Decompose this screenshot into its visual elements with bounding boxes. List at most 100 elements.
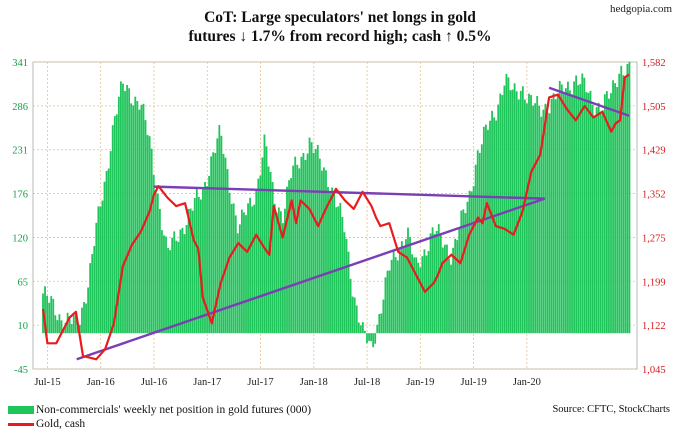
position-bar [583, 77, 586, 334]
position-bar [251, 206, 254, 334]
position-bar [44, 286, 46, 334]
position-bar [140, 104, 143, 334]
position-bar [288, 180, 290, 334]
position-bar [331, 187, 334, 334]
position-bar [64, 322, 67, 334]
position-bar [282, 223, 284, 334]
position-bar [113, 116, 116, 334]
y-left-tick-label: 286 [12, 102, 28, 113]
position-bar [507, 77, 510, 334]
trendline [76, 197, 546, 361]
position-bar [290, 178, 293, 334]
position-bar [589, 90, 592, 334]
position-bar [126, 84, 128, 334]
y-left-tick-label: 120 [12, 233, 28, 244]
y-left-tick-label: 10 [18, 321, 29, 332]
position-bar [347, 251, 350, 334]
position-bar [519, 90, 522, 334]
position-bar [564, 88, 567, 334]
position-bar [325, 170, 327, 334]
position-bar [425, 255, 428, 334]
position-bar [58, 314, 61, 334]
legend-swatch-gold [8, 422, 34, 426]
position-bar [489, 120, 491, 334]
y-left-tick-label: 176 [12, 190, 28, 201]
position-bar [587, 92, 590, 334]
position-bar [117, 96, 120, 334]
position-bar [134, 96, 137, 334]
position-bar [593, 115, 596, 334]
position-bar [103, 181, 106, 334]
position-bar [343, 232, 346, 334]
position-bar [191, 210, 194, 334]
position-bar [546, 112, 549, 334]
x-tick-label: Jul-16 [141, 377, 167, 388]
position-bar [95, 222, 98, 334]
position-bar [146, 135, 149, 334]
position-bar [376, 324, 379, 334]
position-bar [214, 152, 217, 334]
position-bar [249, 197, 252, 334]
position-bar [236, 233, 239, 334]
position-bar [85, 303, 87, 334]
position-bar [534, 103, 537, 334]
position-bar [257, 178, 260, 334]
position-bar [304, 159, 307, 334]
position-bar [450, 264, 452, 334]
position-bar [333, 193, 336, 334]
position-bar [171, 237, 174, 334]
y-right-tick-label: 1,275 [642, 233, 666, 244]
x-tick-label: Jul-17 [247, 377, 273, 388]
position-bar [353, 297, 356, 334]
position-bar [517, 99, 520, 334]
position-bar [238, 224, 241, 334]
position-bar [204, 181, 206, 334]
position-bar [571, 94, 573, 334]
position-bar [478, 152, 481, 334]
position-bar [599, 111, 602, 334]
position-bar [388, 270, 391, 334]
position-bar [368, 333, 370, 341]
position-bar [413, 257, 416, 334]
position-bar [183, 234, 186, 334]
position-bar [144, 120, 147, 334]
position-bar [50, 296, 53, 334]
y-left-tick-label: 231 [12, 146, 28, 157]
position-bar [267, 166, 270, 334]
position-bar [476, 150, 479, 334]
position-bar [349, 278, 352, 334]
x-tick-label: Jul-15 [34, 377, 60, 388]
position-bar [384, 277, 387, 334]
position-bar [409, 237, 411, 334]
position-bar [271, 181, 274, 334]
position-bar [189, 208, 192, 334]
position-bar [241, 209, 243, 334]
position-bar [220, 135, 223, 334]
position-bar [396, 260, 399, 334]
x-tick-label: Jul-18 [354, 377, 380, 388]
position-bar [320, 170, 323, 334]
position-bar [482, 126, 485, 334]
chart-title-line-1: CoT: Large speculators' net longs in gol… [204, 9, 476, 26]
position-bar [195, 189, 198, 334]
position-bar [616, 87, 619, 334]
position-bar [402, 246, 405, 334]
position-bar [608, 98, 610, 334]
y-right-tick-label: 1,199 [642, 277, 666, 288]
position-bar [550, 98, 553, 334]
position-bar [275, 212, 278, 334]
position-bar [169, 250, 172, 334]
position-bar [558, 80, 561, 334]
position-bar [544, 103, 547, 334]
legend-item-bars: Non-commercials' weekly net position in … [8, 403, 311, 417]
position-bar [218, 125, 221, 334]
position-bar [161, 230, 163, 334]
position-bar [446, 244, 448, 334]
chart-legend: Non-commercials' weekly net position in … [8, 403, 311, 431]
position-bar [46, 295, 49, 334]
position-bar [532, 105, 534, 334]
position-bar [93, 246, 96, 334]
position-bar [306, 153, 309, 334]
position-bar [72, 315, 75, 334]
position-bar [540, 116, 543, 334]
